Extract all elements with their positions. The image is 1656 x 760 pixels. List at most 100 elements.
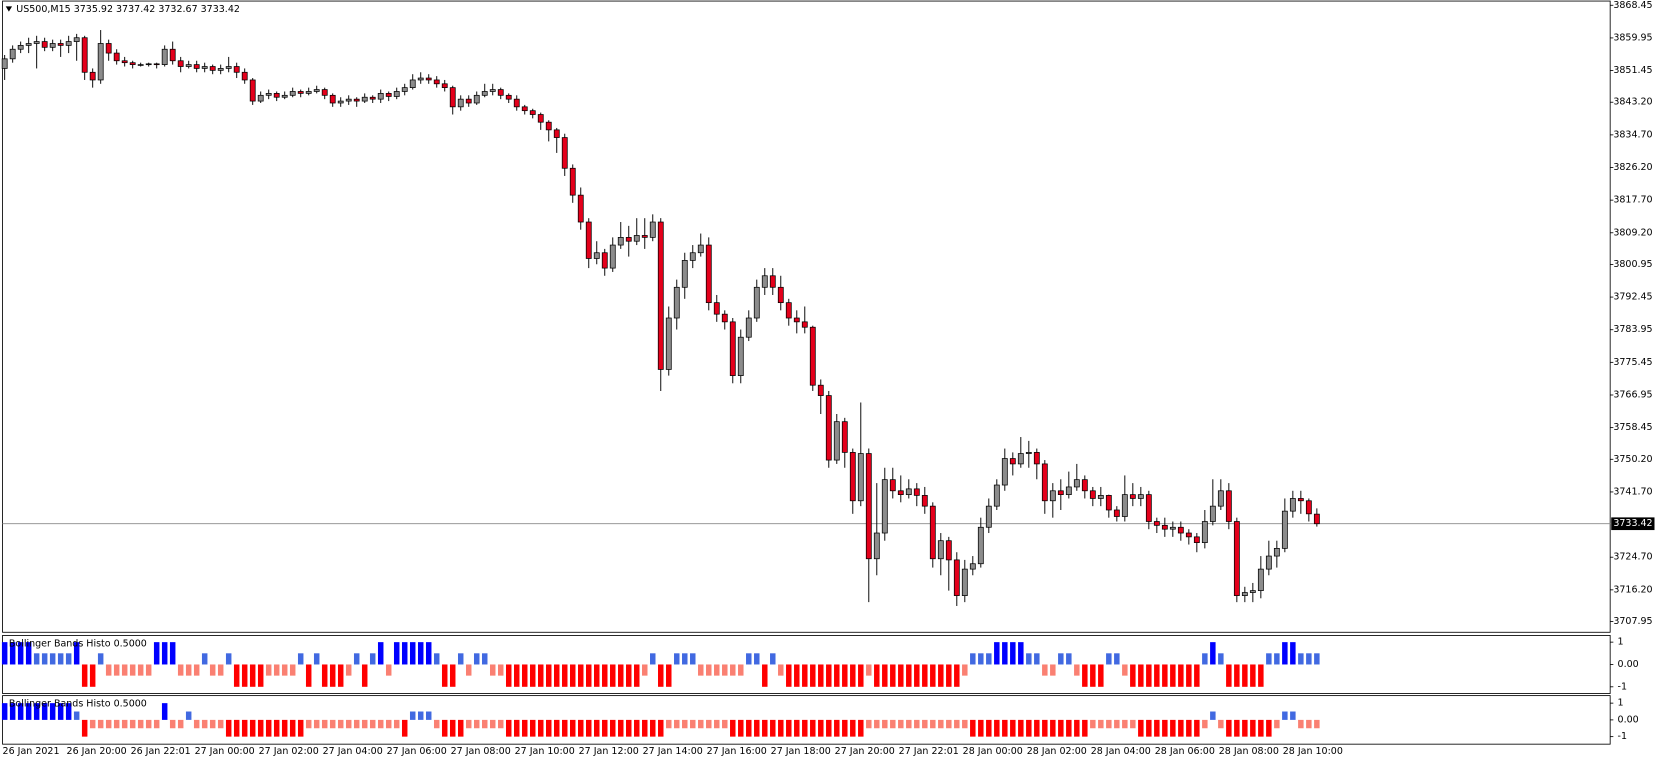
histogram-bar xyxy=(257,719,264,737)
histogram-bar xyxy=(1050,719,1056,737)
histogram-bar xyxy=(938,664,944,687)
histogram-bar xyxy=(674,653,680,665)
histogram-bar xyxy=(9,703,16,720)
histogram-bar xyxy=(57,653,64,665)
candle-body xyxy=(841,421,848,453)
y-tick-label: 3868.45 xyxy=(1613,0,1652,11)
histogram-bar xyxy=(642,664,648,676)
histogram-bar xyxy=(738,719,744,737)
y-tick-label: 3766.95 xyxy=(1613,389,1652,400)
candle-body xyxy=(57,43,64,46)
candle-body xyxy=(817,384,824,396)
histogram-bar xyxy=(1122,719,1128,729)
histogram-bar xyxy=(1130,664,1136,687)
histogram-bar xyxy=(377,719,384,729)
candle-body xyxy=(465,98,472,104)
histogram-bar xyxy=(570,719,576,737)
histogram-bar xyxy=(201,653,208,665)
histogram-bar xyxy=(578,719,584,737)
y-tick-label: 3826.20 xyxy=(1613,162,1652,173)
histogram-bar xyxy=(650,653,656,665)
candle-body xyxy=(185,64,192,67)
histogram-bar xyxy=(137,664,144,676)
histogram-bar xyxy=(145,664,152,676)
candle-body xyxy=(49,43,56,48)
histogram-bar xyxy=(377,642,384,665)
histogram-bar xyxy=(33,653,40,665)
histogram-bar xyxy=(1146,664,1152,687)
candle-body xyxy=(129,62,136,65)
histogram-bar xyxy=(41,703,48,720)
x-tick-label: 28 Jan 02:00 xyxy=(1027,746,1087,757)
histogram-bar xyxy=(1082,664,1088,687)
histogram-bar xyxy=(1058,719,1064,737)
candle-body xyxy=(689,252,696,261)
histogram-bar xyxy=(1090,719,1096,729)
histogram-bar xyxy=(1018,642,1024,665)
histogram-bar xyxy=(497,664,504,676)
histogram-bar xyxy=(153,642,160,665)
histogram-bar xyxy=(505,719,512,737)
histogram-bar xyxy=(105,664,112,676)
histogram-bar xyxy=(978,653,984,665)
y-tick-label: 3851.45 xyxy=(1613,65,1652,76)
histogram-bar xyxy=(513,664,520,687)
candle-body xyxy=(265,93,272,96)
y-tick-label: 3750.20 xyxy=(1613,454,1652,465)
histogram-bar xyxy=(954,664,960,687)
histogram-bar xyxy=(201,719,208,729)
histogram-bar xyxy=(401,642,408,665)
histogram-bar xyxy=(1,703,8,720)
candle-body xyxy=(65,41,72,46)
histogram-bar xyxy=(369,719,376,729)
histogram-bar xyxy=(898,664,904,687)
histogram-bar xyxy=(1186,664,1192,687)
y-tick-label: 3834.70 xyxy=(1613,129,1652,140)
x-tick-label: 28 Jan 10:00 xyxy=(1283,746,1343,757)
histogram-bar xyxy=(193,664,200,676)
histogram-bar xyxy=(698,719,704,729)
x-tick-label: 26 Jan 2021 xyxy=(3,746,60,757)
histogram-bar xyxy=(177,664,184,676)
histogram-bar xyxy=(465,664,472,676)
histogram-bar xyxy=(962,719,968,729)
x-tick-label: 27 Jan 22:01 xyxy=(899,746,959,757)
histogram-bar xyxy=(137,719,144,729)
histogram-bar xyxy=(1098,664,1104,687)
histogram-bar xyxy=(1026,719,1032,737)
histogram-bar xyxy=(1082,719,1088,737)
candle-body xyxy=(921,495,928,507)
candle-body xyxy=(281,94,288,98)
histogram-bar xyxy=(529,664,536,687)
histogram-bar xyxy=(1282,642,1288,665)
candle-body xyxy=(753,286,760,319)
candle-body xyxy=(577,194,584,223)
candle-body xyxy=(9,48,16,60)
candle-body xyxy=(633,235,640,242)
candle-body xyxy=(345,98,352,102)
candle-body xyxy=(1001,458,1008,486)
histogram-bar xyxy=(754,719,760,737)
histogram-bar xyxy=(337,719,344,729)
y-tick-label: 3707.95 xyxy=(1613,616,1652,627)
histogram-bar xyxy=(658,664,664,687)
candle-body xyxy=(1265,555,1272,570)
y-tick-label: 0.00 xyxy=(1618,659,1639,670)
y-tick-label: 3783.95 xyxy=(1613,324,1652,335)
histogram-bar xyxy=(281,719,288,737)
y-tick-label: 3800.95 xyxy=(1613,259,1652,270)
histogram-bar xyxy=(842,719,848,737)
candle-body xyxy=(729,321,736,376)
histogram-bar xyxy=(1162,719,1168,737)
candle-body xyxy=(1281,510,1288,549)
candle-body xyxy=(1033,452,1040,465)
histogram-bar xyxy=(762,719,768,737)
histogram-bar xyxy=(97,719,104,729)
candle-body xyxy=(497,89,504,96)
histogram-bar xyxy=(1090,664,1096,687)
histogram-bar xyxy=(978,719,984,737)
histogram-bar xyxy=(882,719,888,729)
histogram-bar xyxy=(1210,711,1216,720)
